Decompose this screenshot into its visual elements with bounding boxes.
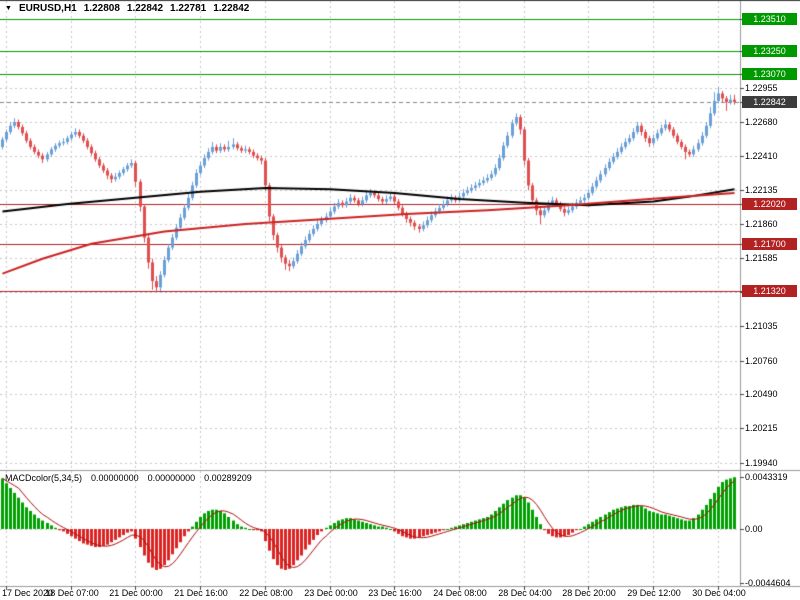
indicator-scale-label: 0.00: [745, 524, 763, 534]
price-tick-label: 1.20760: [745, 356, 778, 366]
indicator-value-1: 0.00000000: [91, 473, 139, 483]
price-tick-label: 1.22680: [745, 117, 778, 127]
symbol-period-label: EURUSD,H1: [18, 3, 77, 14]
price-tick-label: 1.21035: [745, 321, 778, 331]
indicator-value-2: 0.00000000: [147, 473, 196, 483]
time-tick-label: 30 Dec 04:00: [692, 588, 746, 598]
ohlc-info: ▼ EURUSD,H1 1.22808 1.22842 1.22781 1.22…: [5, 3, 249, 14]
time-tick-label: 22 Dec 08:00: [239, 588, 293, 598]
indicator-name-label: MACDcolor(5,34,5): [5, 473, 83, 483]
price-tick-label: 1.20490: [745, 389, 778, 399]
time-axis[interactable]: 17 Dec 2020 18 Dec 07:00 21 Dec 00:00 21 De…: [0, 587, 800, 600]
resistance-level-badge: 1.23510: [742, 13, 797, 25]
time-tick-label: 24 Dec 08:00: [433, 588, 487, 598]
price-tick-label: 1.22135: [745, 185, 778, 195]
time-tick-label: 17 Dec 2020: [2, 588, 54, 598]
price-tick-label: 1.20215: [745, 423, 778, 433]
time-tick-label: 29 Dec 12:00: [627, 588, 681, 598]
time-tick-label: 28 Dec 04:00: [498, 588, 552, 598]
time-tick-label: 23 Dec 00:00: [304, 588, 358, 598]
price-tick-label: 1.22410: [745, 151, 778, 161]
indicator-scale-label: 0.0043319: [745, 472, 788, 482]
close-value: 1.22842: [213, 3, 250, 14]
price-tick-label: 1.19940: [745, 458, 778, 468]
price-axis[interactable]: 1.22955 1.22680 1.22410 1.22135 1.21860 1.215…: [740, 0, 800, 588]
current-price-badge: 1.22842: [742, 96, 797, 108]
low-value: 1.22781: [170, 3, 207, 14]
support-level-badge: 1.21700: [742, 238, 797, 250]
time-tick-label: 28 Dec 20:00: [562, 588, 616, 598]
support-level-badge: 1.22020: [742, 198, 797, 210]
price-tick-label: 1.22955: [745, 83, 778, 93]
time-tick-label: 18 Dec 07:00: [45, 588, 99, 598]
indicator-value-3: 0.00289209: [204, 473, 252, 483]
price-tick-label: 1.21860: [745, 219, 778, 229]
price-tick-label: 1.21585: [745, 253, 778, 263]
time-tick-label: 23 Dec 16:00: [368, 588, 422, 598]
resistance-level-badge: 1.23070: [742, 68, 797, 80]
one-click-panel-toggle[interactable]: ▼: [5, 5, 12, 12]
time-tick-label: 21 Dec 16:00: [174, 588, 228, 598]
resistance-level-badge: 1.23250: [742, 45, 797, 57]
support-level-badge: 1.21320: [742, 285, 797, 297]
indicator-info: MACDcolor(5,34,5) 0.00000000 0.00000000 …: [5, 473, 252, 483]
high-value: 1.22842: [126, 3, 164, 14]
time-tick-label: 21 Dec 00:00: [109, 588, 163, 598]
indicator-scale-label: -0.0044604: [745, 578, 791, 588]
open-value: 1.22808: [83, 3, 120, 14]
